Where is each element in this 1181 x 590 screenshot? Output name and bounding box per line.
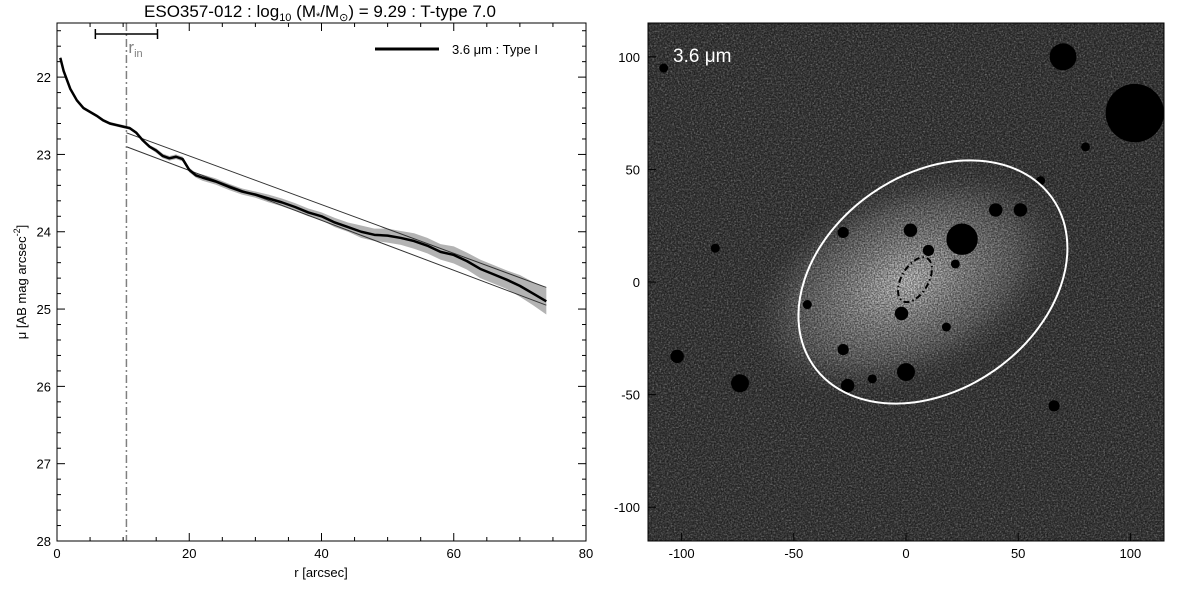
star-mask (731, 374, 749, 393)
star-mask (989, 203, 1003, 217)
y-tick-label: 24 (37, 225, 51, 240)
image-y-tick-label: -50 (621, 388, 640, 403)
x-axis-ticks: 0 20 40 60 80 (53, 23, 593, 561)
image-x-ticks: -100 -50 0 50 100 (669, 533, 1141, 561)
profile-line (59, 57, 547, 303)
image-y-tick-label: 0 (633, 275, 640, 290)
fit-line-1 (126, 132, 547, 288)
x-tick-label: 60 (447, 546, 461, 561)
y-tick-label: 25 (37, 302, 51, 317)
y-tick-label: 26 (37, 379, 51, 394)
star-mask (1080, 142, 1090, 152)
star-mask (1049, 43, 1077, 71)
y-axis-ticks: 22 23 24 25 26 27 28 (37, 30, 586, 549)
galaxy-image (648, 23, 1164, 541)
star-mask (1105, 83, 1164, 143)
y-tick-label: 23 (37, 147, 51, 162)
star-mask (840, 378, 855, 393)
image-y-tick-label: 50 (626, 162, 640, 177)
y-tick-label: 27 (37, 457, 51, 472)
profile-series (59, 57, 547, 303)
star-mask (659, 63, 669, 73)
image-x-tick-label: 0 (902, 546, 909, 561)
star-mask (941, 322, 951, 332)
inner-ellipse (896, 256, 933, 304)
star-mask (837, 343, 849, 356)
image-y-tick-label: 100 (618, 50, 640, 65)
x-tick-label: 20 (182, 546, 196, 561)
profile-chart: ESO357-012 : log10 (M*/M⊙) = 9.29 : T-ty… (12, 2, 593, 580)
x-axis-label: r [arcsec] (294, 565, 347, 580)
image-x-tick-label: 100 (1119, 546, 1141, 561)
profile-error-band (60, 56, 547, 315)
image-x-tick-label: 50 (1011, 546, 1025, 561)
image-x-tick-label: -50 (784, 546, 803, 561)
outer-isophote-ellipse (797, 159, 1069, 405)
legend: 3.6 μm : Type I (375, 42, 538, 57)
star-mask (710, 243, 720, 253)
image-y-tick-label: -100 (614, 500, 640, 515)
r-in-label: rin (128, 38, 142, 60)
fit-lines (126, 132, 547, 306)
star-mask (894, 306, 909, 321)
star-mask (867, 374, 877, 384)
x-tick-label: 80 (579, 546, 593, 561)
x-tick-label: 0 (53, 546, 60, 561)
legend-label: 3.6 μm : Type I (452, 42, 538, 57)
star-mask (903, 223, 918, 237)
x-tick-label: 40 (314, 546, 328, 561)
star-mask (946, 223, 978, 255)
star-mask (1048, 400, 1060, 412)
r-in-marker: rin (94, 23, 159, 541)
y-tick-label: 22 (37, 70, 51, 85)
fit-line-2 (126, 146, 547, 306)
star-mask (897, 363, 915, 382)
star-mask (950, 259, 960, 269)
star-mask (802, 300, 812, 310)
y-tick-label: 28 (37, 534, 51, 549)
y-axis-label: μ [AB mag arcsec-2] (12, 225, 29, 340)
star-mask (1013, 203, 1028, 217)
star-mask (670, 349, 684, 364)
image-y-ticks: 100 50 0 -50 -100 (614, 50, 656, 515)
star-masks (659, 43, 1164, 412)
error-band-shape (60, 56, 547, 315)
star-mask (837, 226, 849, 239)
band-label: 3.6 μm (673, 46, 731, 67)
image-panel: 3.6 μm -100 -50 0 50 100 100 50 0 -50 -100 (614, 22, 1165, 561)
star-mask (922, 244, 935, 257)
image-x-tick-label: -100 (669, 546, 695, 561)
chart-title: ESO357-012 : log10 (M*/M⊙) = 9.29 : T-ty… (144, 2, 496, 24)
